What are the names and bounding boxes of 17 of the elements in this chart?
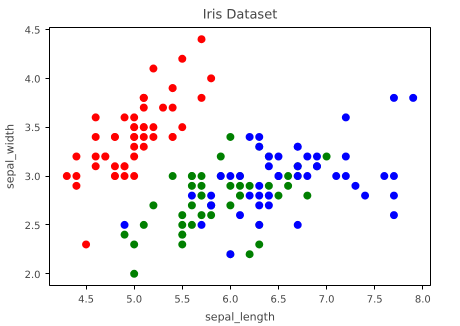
x-tick-label: 5.5 (174, 294, 190, 306)
chart-title: Iris Dataset (202, 8, 278, 22)
x-tick-label: 7.5 (366, 294, 383, 306)
x-axis-title: sepal_length (205, 310, 275, 324)
y-tick-label: 4.0 (24, 74, 41, 86)
y-tick-label: 3.5 (24, 123, 41, 134)
y-tick-label: 2.5 (24, 220, 41, 232)
x-tick-label: 8.0 (414, 294, 431, 306)
x-tick-label: 5.0 (126, 294, 142, 306)
y-tick-label: 2.0 (24, 270, 41, 281)
x-tick-label: 4.5 (78, 294, 94, 306)
y-axis-title: sepal_width (4, 124, 17, 190)
x-tick-label: 7.0 (318, 294, 335, 306)
x-tick-label: 6.5 (270, 294, 286, 306)
y-tick-label: 3.0 (24, 172, 41, 184)
y-tick-label: 4.5 (24, 25, 41, 36)
x-tick-label: 6.0 (222, 294, 238, 306)
